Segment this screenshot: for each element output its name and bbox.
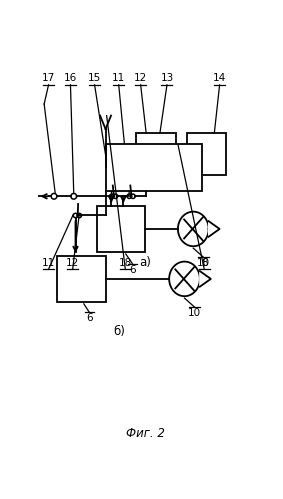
Bar [136,133,176,175]
Text: 17: 17 [42,73,55,83]
Text: 8: 8 [201,258,207,268]
Text: 13: 13 [160,73,173,83]
Bar [187,133,226,175]
Text: 14: 14 [213,73,226,83]
Text: Фиг. 2: Фиг. 2 [126,427,164,440]
Polygon shape [209,221,220,237]
Text: 18: 18 [119,258,132,268]
Text: 11: 11 [42,258,55,268]
Bar [97,206,145,252]
Text: 15: 15 [88,73,101,83]
Text: а): а) [139,256,151,269]
Bar [106,144,202,191]
Text: 12: 12 [134,73,147,83]
Text: 12: 12 [66,258,79,268]
Polygon shape [200,271,211,286]
Text: 6: 6 [86,313,93,323]
Text: 6: 6 [129,264,136,274]
Text: б): б) [113,325,125,338]
Bar [57,256,106,302]
Text: 10: 10 [188,308,201,318]
Text: 16: 16 [64,73,77,83]
Text: 10: 10 [197,258,210,268]
Text: 11: 11 [112,73,125,83]
